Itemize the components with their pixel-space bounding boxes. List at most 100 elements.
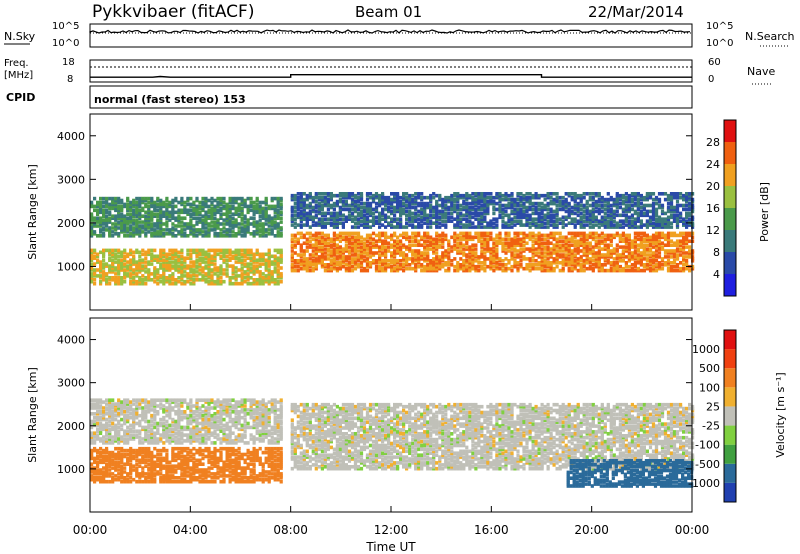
power-cell-1661 <box>305 237 309 242</box>
power-cell-746 <box>279 250 283 255</box>
power-cell-1252 <box>201 206 205 211</box>
power-cell-2732 <box>558 243 562 247</box>
power-cell-1592 <box>279 196 283 201</box>
power-cell-1713 <box>317 235 321 240</box>
power-cell-1377 <box>228 196 232 201</box>
power-cell-1850 <box>347 239 352 243</box>
power-cell-766 <box>93 218 97 222</box>
power-cell-2511 <box>504 241 508 245</box>
power-cell-4328 <box>549 199 553 204</box>
power-cell-935 <box>129 204 133 209</box>
power-cell-65 <box>108 276 112 280</box>
power-cell-1589 <box>279 204 283 209</box>
power-cell-1518 <box>264 228 268 232</box>
power-cell-821 <box>105 202 109 207</box>
power-cell-2921 <box>597 233 601 238</box>
power-cell-1615 <box>293 235 297 240</box>
power-cell-10 <box>90 254 94 259</box>
power-cell-1801 <box>338 263 342 267</box>
power-cell-1979 <box>378 245 382 249</box>
power-cell-2100 <box>405 231 409 236</box>
power-cell-241 <box>153 276 157 280</box>
power-cell-328 <box>174 281 178 286</box>
power-cell-1004 <box>144 220 148 224</box>
power-cell-2409 <box>480 249 484 253</box>
power-cell-4239 <box>525 192 529 196</box>
power-cell-367 <box>183 281 187 286</box>
power-cell-276 <box>162 276 166 280</box>
power-cell-166 <box>132 276 136 280</box>
power-cell-348 <box>177 258 181 262</box>
power-cell-678 <box>264 266 268 270</box>
power-cell-781 <box>96 200 100 205</box>
power-cell-345 <box>177 266 181 270</box>
power-cell-571 <box>237 258 241 262</box>
power-cell-2667 <box>543 241 547 245</box>
power-cell-2618 <box>531 231 535 236</box>
power-cell-2873 <box>588 247 592 251</box>
power-cell-719 <box>273 256 277 260</box>
power-cell-3448 <box>323 217 327 221</box>
power-cell-400 <box>192 278 196 282</box>
power-cell-1715 <box>320 264 324 269</box>
power-cell-3084 <box>639 268 643 273</box>
power-cell-3258 <box>679 247 683 251</box>
power-cell-195 <box>138 262 142 266</box>
power-cell-3916 <box>444 211 448 216</box>
power-cell-3771 <box>408 223 412 227</box>
power-cell-206 <box>141 264 145 268</box>
power-cell-69 <box>108 264 112 268</box>
power-cell-3272 <box>682 245 686 249</box>
power-cell-841 <box>111 226 115 230</box>
power-cell-777 <box>96 210 100 215</box>
power-cell-2569 <box>519 247 523 251</box>
power-cell-3327 <box>293 205 297 210</box>
power-cell-3568 <box>353 193 358 198</box>
power-cell-660 <box>258 256 262 260</box>
power-cell-2790 <box>570 235 574 240</box>
power-cell-1779 <box>332 243 336 247</box>
power-cell-1006 <box>144 216 148 220</box>
power-cell-3325 <box>293 213 297 218</box>
power-cell-1202 <box>189 212 193 216</box>
power-cell-1698 <box>314 241 318 245</box>
power-cell-865 <box>114 196 118 201</box>
power-cell-736 <box>279 279 283 284</box>
power-cell-4337 <box>552 209 556 214</box>
power-cell-847 <box>111 202 115 207</box>
power-cell-932 <box>129 212 133 216</box>
power-cell-695 <box>267 258 271 262</box>
power-cell-2594 <box>528 268 532 273</box>
power-cell-1798 <box>335 233 339 238</box>
power-cell-3888 <box>435 199 439 204</box>
power-cell-2257 <box>441 237 445 242</box>
power-cell-511 <box>219 266 223 270</box>
power-cell-4590 <box>621 219 625 223</box>
power-cell-1735 <box>323 255 327 259</box>
power-cell-646 <box>255 258 259 262</box>
power-colorbar-swatch-7 <box>724 120 736 142</box>
power-cell-1613 <box>293 243 297 247</box>
power-cell-775 <box>96 216 100 220</box>
power-cell-1040 <box>150 202 154 207</box>
power-cell-765 <box>93 222 97 226</box>
power-cell-1412 <box>237 204 241 209</box>
power-cell-4004 <box>465 192 469 196</box>
power-cell-3814 <box>417 209 421 214</box>
power-cell-1686 <box>314 266 318 271</box>
power-cell-1239 <box>198 210 202 215</box>
power-cell-616 <box>249 270 253 274</box>
power-cell-1887 <box>356 257 361 261</box>
power-cell-1052 <box>153 208 157 213</box>
power-cell-767 <box>93 216 97 220</box>
power-cell-541 <box>228 256 232 260</box>
power-cell-3831 <box>420 195 424 200</box>
power-cell-4640 <box>633 217 637 221</box>
power-cell-1760 <box>329 259 333 263</box>
power-cell-1608 <box>293 264 297 269</box>
power-cell-136 <box>123 258 127 262</box>
power-cell-779 <box>96 204 100 209</box>
power-colorbar-tick-label-3: 16 <box>706 202 720 215</box>
power-cell-1991 <box>381 251 385 255</box>
power-cell-4456 <box>585 199 589 204</box>
